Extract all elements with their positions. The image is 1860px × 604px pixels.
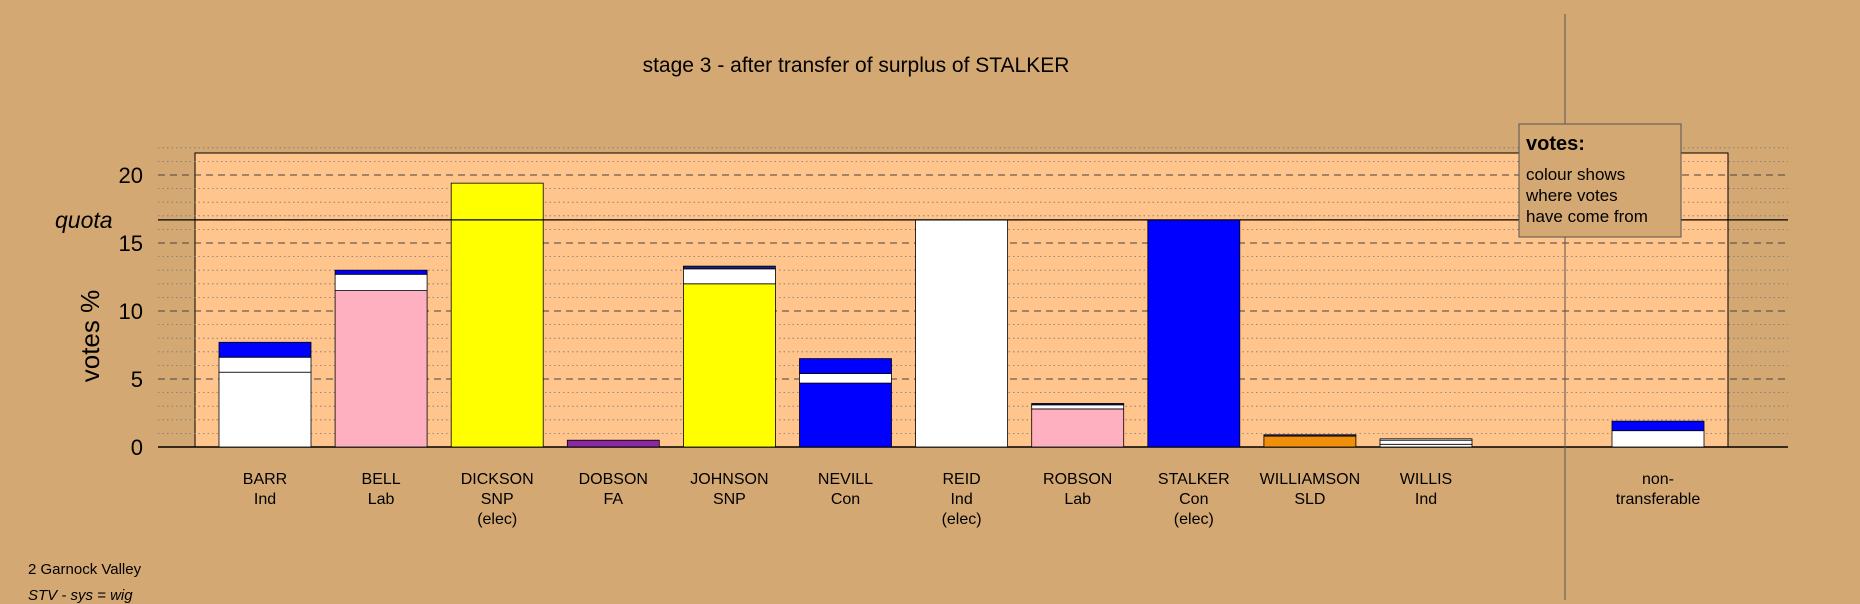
legend-line-3: have come from	[1526, 207, 1648, 226]
footer-system: STV - sys = wig	[28, 587, 133, 604]
x-label-willis: WILLIS Ind	[1400, 471, 1452, 508]
bar-segment	[334, 269, 428, 275]
x-label-line: non-	[1642, 471, 1674, 488]
x-label-williamson: WILLIAMSON SLD	[1260, 471, 1360, 508]
x-label-line: Lab	[368, 491, 395, 508]
x-label-dobson: DOBSON FA	[579, 471, 648, 508]
x-label-line: DICKSON	[461, 471, 534, 488]
bar-segment	[1611, 430, 1705, 448]
bar-segment	[334, 273, 428, 291]
bar-segment	[1031, 408, 1125, 448]
quota-label: quota	[55, 207, 113, 233]
bar-segment	[218, 371, 312, 448]
x-label-line: (elec)	[1174, 511, 1214, 528]
bar-segment	[799, 382, 892, 448]
x-label-line: (elec)	[477, 511, 517, 528]
bar-nontransferable	[1611, 420, 1705, 448]
x-label-line: SNP	[713, 491, 746, 508]
x-label-line: Lab	[1064, 491, 1091, 508]
x-label-line: BELL	[362, 471, 401, 488]
bar-segment	[1031, 403, 1125, 406]
legend-box	[1518, 123, 1682, 238]
x-label-nevill: NEVILL Con	[818, 471, 873, 508]
bar-willis	[1379, 438, 1473, 448]
x-label-line: Ind	[254, 491, 276, 508]
quota-line-group: quota	[55, 207, 1788, 233]
x-label-line: ROBSON	[1043, 471, 1112, 488]
bar-segment	[334, 290, 428, 448]
y-tick-label: 5	[131, 367, 143, 392]
x-label-line: NEVILL	[818, 471, 873, 488]
bar-segment	[450, 182, 544, 448]
x-label-barr: BARR Ind	[243, 471, 287, 508]
bar-segment	[1147, 219, 1241, 448]
bar-barr	[218, 341, 312, 448]
x-label-dickson: DICKSON SNP (elec)	[461, 471, 534, 528]
y-tick-label: 15	[119, 231, 143, 256]
x-label-line: Ind	[950, 491, 972, 508]
y-tick-label: 20	[119, 163, 143, 188]
x-label-stalker: STALKER Con (elec)	[1158, 471, 1230, 528]
bar-dickson	[450, 182, 544, 448]
bar-stalker	[1147, 219, 1241, 448]
bar-segment	[1031, 404, 1125, 410]
x-label-line: REID	[942, 471, 980, 488]
x-label-reid: REID Ind (elec)	[942, 471, 982, 528]
bar-bell	[334, 269, 428, 448]
x-label-line: WILLIS	[1400, 471, 1452, 488]
bars	[218, 182, 1705, 448]
bar-segment	[915, 219, 1008, 448]
x-label-line: FA	[604, 491, 624, 508]
x-label-line: STALKER	[1158, 471, 1230, 488]
legend-line-2: where votes	[1525, 186, 1618, 205]
x-label-line: Con	[831, 491, 860, 508]
y-tick-label: 10	[119, 299, 143, 324]
y-tick-label: 0	[131, 435, 143, 460]
bar-segment	[218, 356, 312, 373]
bar-segment	[1379, 439, 1473, 445]
footer-constituency: 2 Garnock Valley	[28, 561, 142, 578]
bar-dobson	[566, 439, 660, 448]
legend-line-1: colour shows	[1526, 165, 1625, 184]
x-label-line: transferable	[1616, 491, 1701, 508]
legend-title: votes:	[1526, 133, 1585, 155]
bar-segment	[218, 341, 312, 358]
bar-segment	[683, 283, 776, 448]
x-label-nontransferable: non-transferable	[1616, 471, 1701, 508]
x-label-line: Con	[1179, 491, 1208, 508]
x-label-johnson: JOHNSON SNP	[690, 471, 768, 508]
x-label-robson: ROBSON Lab	[1043, 471, 1112, 508]
x-label-line: Ind	[1415, 491, 1437, 508]
x-label-line: SLD	[1294, 491, 1325, 508]
x-label-line: BARR	[243, 471, 287, 488]
x-label-line: WILLIAMSON	[1260, 471, 1360, 488]
bar-segment	[566, 439, 660, 448]
bar-segment	[1611, 420, 1705, 432]
bar-segment	[799, 373, 892, 384]
x-label-line: DOBSON	[579, 471, 648, 488]
bar-segment	[1379, 438, 1473, 441]
legend: votes: colour shows where votes have com…	[1518, 123, 1682, 238]
bar-johnson	[683, 265, 776, 448]
x-label-line: (elec)	[942, 511, 982, 528]
y-axis-label: votes %	[75, 290, 105, 383]
bar-williamson	[1263, 434, 1357, 448]
bar-segment	[683, 268, 776, 285]
bar-segment	[799, 358, 892, 374]
x-label-line: JOHNSON	[690, 471, 768, 488]
chart-title: stage 3 - after transfer of surplus of S…	[643, 54, 1070, 77]
x-axis-labels: BARR Ind BELL Lab DICKSON SNP (elec) DOBSON FA JO…	[243, 471, 1701, 528]
bar-segment	[683, 265, 776, 270]
bar-robson	[1031, 403, 1125, 448]
x-label-bell: BELL Lab	[362, 471, 401, 508]
bar-reid	[915, 219, 1008, 448]
bar-segment	[1263, 435, 1357, 448]
bar-segment	[1379, 443, 1473, 448]
x-label-line: SNP	[481, 491, 514, 508]
bar-segment	[1263, 434, 1357, 437]
bar-nevill	[799, 358, 892, 448]
